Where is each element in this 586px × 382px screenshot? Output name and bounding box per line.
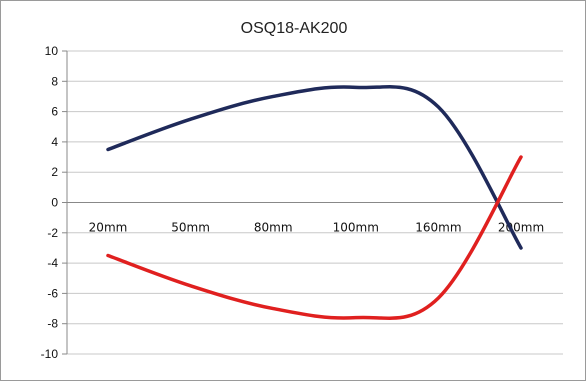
y-tick-label: 2 (51, 165, 58, 179)
y-tick-label: 10 (45, 44, 59, 58)
y-tick-label: -10 (41, 347, 59, 361)
gridlines (67, 50, 563, 355)
x-tick-label: 160mm (415, 221, 461, 235)
chart-title: OSQ18-AK200 (241, 20, 348, 37)
y-tick-label: -4 (47, 256, 58, 270)
series-line-2 (106, 155, 523, 320)
y-tick-label: 8 (51, 74, 58, 88)
x-tick-label: 200mm (498, 221, 544, 235)
y-tick-label: -6 (47, 286, 58, 300)
y-tick-label: 6 (51, 105, 58, 119)
y-tick-label: 4 (51, 135, 58, 149)
x-tick-label: 80mm (254, 221, 293, 235)
x-tick-labels: 20mm 50mm 80mm 100mm 160mm 200mm (89, 221, 544, 235)
y-tick-labels: 10 8 6 4 2 0 -2 -4 -6 -8 -10 (41, 44, 59, 361)
series-line-1 (106, 85, 523, 250)
x-tick-label: 20mm (89, 221, 128, 235)
series-lines (106, 85, 523, 320)
x-tick-label: 50mm (171, 221, 210, 235)
y-tick-label: 0 (51, 196, 58, 210)
axes (62, 50, 563, 355)
y-tick-label: -8 (47, 317, 58, 331)
x-tick-label: 100mm (333, 221, 379, 235)
y-tick-label: -2 (47, 226, 58, 240)
